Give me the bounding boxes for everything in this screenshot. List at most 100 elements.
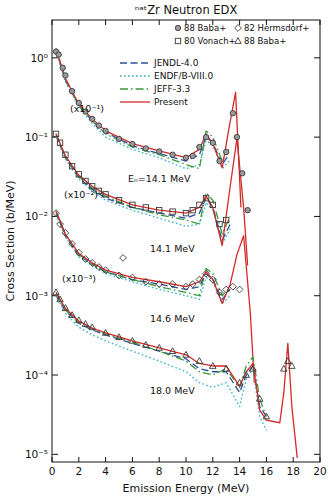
legend-label: 80 Vonach+ <box>184 36 236 46</box>
legend-label: 82 Hermsdorf+ <box>244 23 309 33</box>
legend-line <box>120 75 150 76</box>
data-point <box>62 305 68 311</box>
legend-marker <box>235 25 242 32</box>
legend: 88 Baba+80 Vonach+82 Hermsdorf+88 Baba+J… <box>120 23 309 107</box>
x-axis-title: Emission Energy (MeV) <box>123 482 250 495</box>
data-point <box>103 192 108 197</box>
data-point <box>157 149 162 154</box>
annotation: 18.0 MeV <box>150 385 195 396</box>
x-tick <box>293 457 294 462</box>
data-point <box>190 153 195 158</box>
legend-line <box>120 88 150 89</box>
y-tick-label: 10⁻² <box>25 210 48 222</box>
data-point <box>129 337 135 343</box>
legend-line <box>120 62 150 63</box>
chart: ⁿᵃᵗZr Neutron EDX0246810121416182010⁰10⁻… <box>0 0 328 500</box>
data-point <box>116 136 121 141</box>
series-line <box>56 49 229 169</box>
x-tick <box>212 457 213 462</box>
data-point <box>75 249 82 256</box>
x-tick-label: 2 <box>75 465 82 477</box>
data-point <box>170 152 175 157</box>
lines <box>56 49 297 458</box>
data-point <box>102 267 109 274</box>
data-point <box>183 283 190 290</box>
data-point <box>189 281 196 288</box>
y-tick <box>52 375 58 376</box>
series-line <box>56 294 266 416</box>
series-line <box>56 215 230 304</box>
data-point <box>217 221 222 226</box>
y-tick-right <box>314 375 320 376</box>
data-point <box>69 163 74 168</box>
x-tick <box>186 457 187 462</box>
x-tick <box>105 457 106 462</box>
data-point <box>281 365 287 371</box>
data-point <box>89 324 95 330</box>
series-line <box>56 211 254 382</box>
data-point <box>234 134 239 139</box>
x-tick-label: 10 <box>179 465 192 477</box>
y-tick-label: 10⁻¹ <box>25 131 48 143</box>
x-tick-label: 14 <box>233 465 247 477</box>
y-tick-right <box>314 454 320 455</box>
data-point <box>116 334 122 340</box>
y-axis-title: Cross Section (b/MeV) <box>4 180 17 301</box>
data-point <box>57 221 64 228</box>
legend-label: Present <box>154 97 188 107</box>
data-point <box>263 413 269 419</box>
series-line <box>56 134 230 234</box>
plot-area <box>53 49 298 458</box>
data-point <box>285 358 291 364</box>
y-tick-label: 10⁻⁵ <box>25 448 48 460</box>
annotation: 14.6 MeV <box>150 313 195 324</box>
data-point <box>183 155 188 160</box>
data-point <box>190 207 195 212</box>
data-point <box>57 140 62 145</box>
data-point <box>96 264 103 271</box>
annotation: Eₙ=14.1 MeV <box>128 173 191 184</box>
legend-label: 88 Baba+ <box>244 36 286 46</box>
data-point <box>210 202 215 207</box>
data-point <box>250 365 256 371</box>
data-point <box>143 205 148 210</box>
x-tick <box>132 457 133 462</box>
data-point <box>53 210 60 217</box>
data-point <box>62 229 69 236</box>
data-point <box>183 210 188 215</box>
points <box>53 49 295 419</box>
series-line <box>56 137 230 244</box>
x-tick-label: 0 <box>49 465 56 477</box>
y-tick <box>52 57 58 58</box>
data-point <box>157 207 162 212</box>
data-point <box>89 259 96 266</box>
data-point <box>63 73 68 78</box>
data-point <box>130 202 135 207</box>
y-tick <box>52 454 58 455</box>
legend-marker <box>235 38 241 44</box>
x-tick-top <box>78 20 79 25</box>
legend-marker <box>175 38 180 43</box>
x-tick-label: 18 <box>287 465 300 477</box>
data-point <box>56 52 61 57</box>
x-tick-label: 6 <box>129 465 136 477</box>
data-point <box>82 321 88 327</box>
data-point <box>76 172 81 177</box>
y-tick-label: 10⁰ <box>30 52 48 64</box>
data-point <box>209 276 216 283</box>
data-point <box>142 278 149 285</box>
data-point <box>53 289 59 295</box>
data-point <box>210 363 216 369</box>
data-point <box>243 372 249 378</box>
annotation: 14.1 MeV <box>150 243 195 254</box>
data-point <box>203 195 208 200</box>
data-point <box>96 123 101 128</box>
data-point <box>143 341 149 347</box>
data-point <box>223 365 229 371</box>
data-point <box>130 141 135 146</box>
data-point <box>129 274 136 281</box>
y-tick-right <box>314 295 320 296</box>
data-point <box>69 88 74 93</box>
x-tick-top <box>239 20 240 25</box>
legend-marker <box>175 25 180 30</box>
